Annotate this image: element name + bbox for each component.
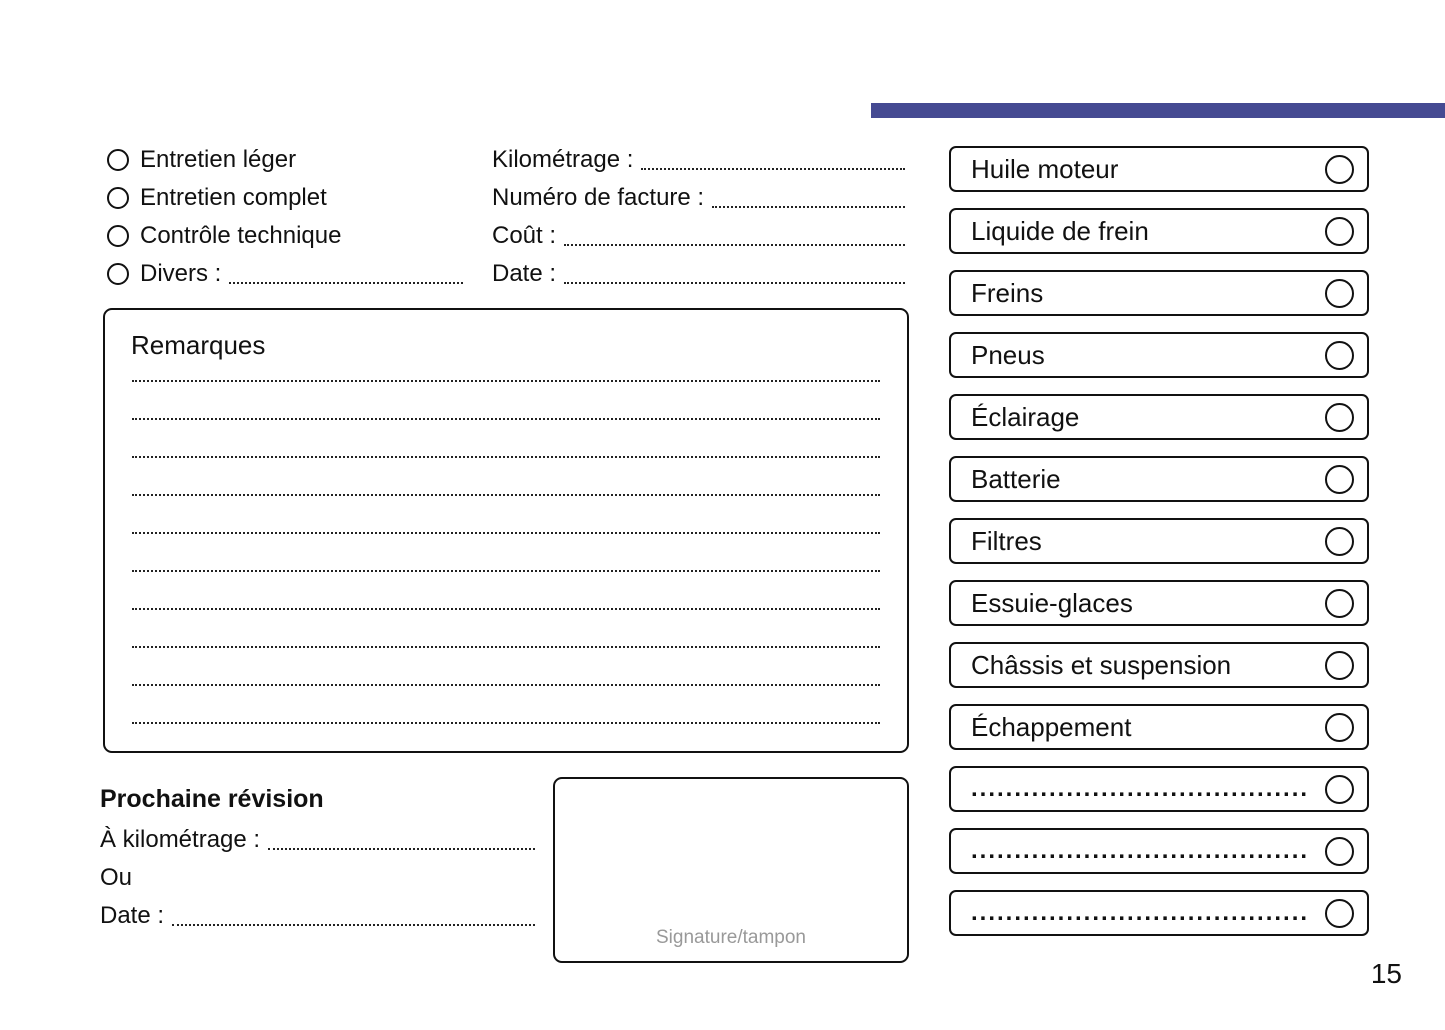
checklist-item-label: Châssis et suspension	[971, 649, 1232, 680]
checklist-item-label: Échappement	[971, 711, 1132, 742]
checklist-item-label: Essuie-glaces	[971, 587, 1133, 618]
check-circle-icon[interactable]	[1325, 154, 1354, 184]
next-kilometrage-write-in-line[interactable]	[268, 848, 535, 850]
remarks-line[interactable]	[132, 534, 880, 572]
service-type-option-divers: Divers :	[107, 255, 463, 293]
checklist-item-label: Huile moteur	[971, 153, 1119, 184]
check-circle-icon[interactable]	[1325, 588, 1354, 618]
checklist-item-filtres: Filtres	[949, 518, 1369, 564]
option-label: Entretien léger	[140, 146, 297, 173]
remarks-box: Remarques	[103, 308, 909, 753]
check-circle-icon[interactable]	[1325, 526, 1354, 556]
remarks-line[interactable]	[132, 610, 880, 648]
cout-write-in-line[interactable]	[564, 244, 905, 246]
option-label: Contrôle technique	[140, 222, 342, 249]
checklist-item-label: Freins	[971, 277, 1044, 308]
checklist-item-blank-3: .......................................	[949, 890, 1369, 936]
field-kilometrage: Kilométrage :	[492, 141, 905, 179]
checklist-item-label: Pneus	[971, 339, 1045, 370]
service-type-option-controle-technique: Contrôle technique	[107, 217, 463, 255]
next-service-kilometrage: À kilométrage :	[100, 821, 535, 859]
next-service-date: Date :	[100, 897, 535, 935]
numero-facture-write-in-line[interactable]	[712, 206, 905, 208]
checklist-blank-write-in-line[interactable]: .......................................	[971, 899, 1310, 926]
remarks-line[interactable]	[132, 496, 880, 534]
checklist-item-blank-1: .......................................	[949, 766, 1369, 812]
header-accent-bar	[871, 103, 1445, 118]
parts-checklist: Huile moteur Liquide de frein Freins Pne…	[949, 146, 1369, 936]
remarks-line[interactable]	[132, 382, 880, 420]
remarks-title: Remarques	[131, 330, 266, 360]
service-type-option-entretien-leger: Entretien léger	[107, 141, 463, 179]
remarks-line[interactable]	[132, 648, 880, 686]
next-service-title: Prochaine révision	[100, 784, 324, 813]
check-circle-icon[interactable]	[1325, 836, 1354, 866]
checklist-item-liquide-de-frein: Liquide de frein	[949, 208, 1369, 254]
service-type-option-entretien-complet: Entretien complet	[107, 179, 463, 217]
remarks-line[interactable]	[132, 458, 880, 496]
service-type-options: Entretien léger Entretien complet Contrô…	[107, 141, 463, 293]
checklist-item-essuie-glaces: Essuie-glaces	[949, 580, 1369, 626]
field-label: Ou	[100, 864, 133, 891]
checklist-item-label: Liquide de frein	[971, 215, 1149, 246]
check-circle-icon[interactable]	[1325, 278, 1354, 308]
checklist-item-huile-moteur: Huile moteur	[949, 146, 1369, 192]
next-service-ou: Ou	[100, 859, 535, 897]
radio-circle-icon[interactable]	[107, 187, 129, 209]
next-date-write-in-line[interactable]	[172, 924, 535, 926]
check-circle-icon[interactable]	[1325, 650, 1354, 680]
checklist-item-label: Éclairage	[971, 401, 1080, 432]
check-circle-icon[interactable]	[1325, 464, 1354, 494]
checklist-item-eclairage: Éclairage	[949, 394, 1369, 440]
remarks-line[interactable]	[132, 344, 880, 382]
check-circle-icon[interactable]	[1325, 402, 1354, 432]
checklist-item-label: Batterie	[971, 463, 1061, 494]
check-circle-icon[interactable]	[1325, 774, 1354, 804]
checklist-item-label: Filtres	[971, 525, 1042, 556]
kilometrage-write-in-line[interactable]	[641, 168, 905, 170]
check-circle-icon[interactable]	[1325, 340, 1354, 370]
check-circle-icon[interactable]	[1325, 712, 1354, 742]
checklist-item-echappement: Échappement	[949, 704, 1369, 750]
divers-write-in-line[interactable]	[229, 282, 463, 284]
option-label: Divers :	[140, 260, 222, 287]
field-label: Numéro de facture :	[492, 184, 705, 211]
page-number: 15	[1370, 958, 1402, 989]
check-circle-icon[interactable]	[1325, 216, 1354, 246]
invoice-fields: Kilométrage : Numéro de facture : Coût :…	[492, 141, 905, 293]
checklist-item-freins: Freins	[949, 270, 1369, 316]
option-label: Entretien complet	[140, 184, 327, 211]
field-label: Date :	[100, 902, 165, 929]
remarks-line[interactable]	[132, 572, 880, 610]
field-label: Date :	[492, 260, 557, 287]
field-date: Date :	[492, 255, 905, 293]
checklist-item-batterie: Batterie	[949, 456, 1369, 502]
radio-circle-icon[interactable]	[107, 225, 129, 247]
radio-circle-icon[interactable]	[107, 263, 129, 285]
field-label: Kilométrage :	[492, 146, 634, 173]
checklist-item-pneus: Pneus	[949, 332, 1369, 378]
field-label: Coût :	[492, 222, 557, 249]
check-circle-icon[interactable]	[1325, 898, 1354, 928]
remarks-line[interactable]	[132, 420, 880, 458]
checklist-blank-write-in-line[interactable]: .......................................	[971, 837, 1310, 864]
field-numero-facture: Numéro de facture :	[492, 179, 905, 217]
field-label: À kilométrage :	[100, 826, 261, 853]
radio-circle-icon[interactable]	[107, 149, 129, 171]
signature-stamp-box[interactable]: Signature/tampon	[553, 777, 909, 963]
checklist-item-chassis-et-suspension: Châssis et suspension	[949, 642, 1369, 688]
remarks-write-in-area[interactable]	[132, 344, 880, 724]
date-write-in-line[interactable]	[564, 282, 905, 284]
remarks-line[interactable]	[132, 686, 880, 724]
field-cout: Coût :	[492, 217, 905, 255]
checklist-item-blank-2: .......................................	[949, 828, 1369, 874]
signature-stamp-label: Signature/tampon	[656, 927, 806, 948]
next-service-section: Prochaine révision À kilométrage : Ou Da…	[100, 777, 535, 935]
checklist-blank-write-in-line[interactable]: .......................................	[971, 775, 1310, 802]
